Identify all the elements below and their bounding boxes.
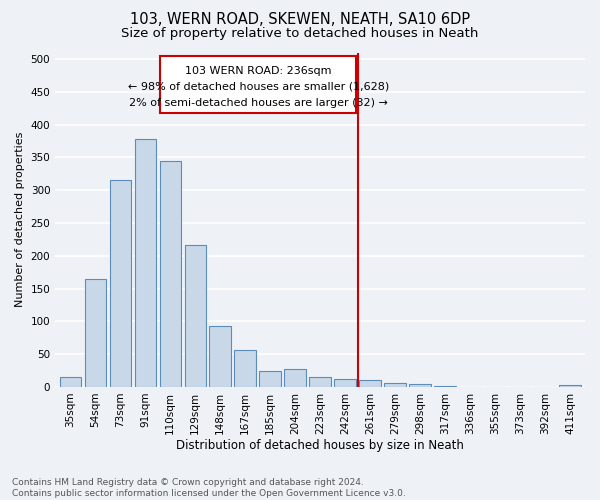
Bar <box>284 370 306 387</box>
Bar <box>160 162 181 387</box>
FancyBboxPatch shape <box>160 56 356 113</box>
Bar <box>110 180 131 387</box>
Bar <box>59 377 81 387</box>
Bar <box>310 377 331 387</box>
Bar <box>185 246 206 387</box>
Text: ← 98% of detached houses are smaller (1,628): ← 98% of detached houses are smaller (1,… <box>128 82 389 92</box>
Bar <box>559 385 581 387</box>
Bar <box>359 380 380 387</box>
Text: 2% of semi-detached houses are larger (32) →: 2% of semi-detached houses are larger (3… <box>129 98 388 108</box>
X-axis label: Distribution of detached houses by size in Neath: Distribution of detached houses by size … <box>176 440 464 452</box>
Bar <box>434 386 455 387</box>
Bar <box>209 326 231 387</box>
Bar <box>235 350 256 387</box>
Bar <box>85 279 106 387</box>
Text: 103 WERN ROAD: 236sqm: 103 WERN ROAD: 236sqm <box>185 66 331 76</box>
Bar <box>409 384 431 387</box>
Bar <box>134 139 156 387</box>
Text: 103, WERN ROAD, SKEWEN, NEATH, SA10 6DP: 103, WERN ROAD, SKEWEN, NEATH, SA10 6DP <box>130 12 470 28</box>
Bar <box>385 383 406 387</box>
Text: Contains HM Land Registry data © Crown copyright and database right 2024.
Contai: Contains HM Land Registry data © Crown c… <box>12 478 406 498</box>
Bar <box>259 370 281 387</box>
Y-axis label: Number of detached properties: Number of detached properties <box>15 132 25 308</box>
Text: Size of property relative to detached houses in Neath: Size of property relative to detached ho… <box>121 28 479 40</box>
Bar <box>334 379 356 387</box>
